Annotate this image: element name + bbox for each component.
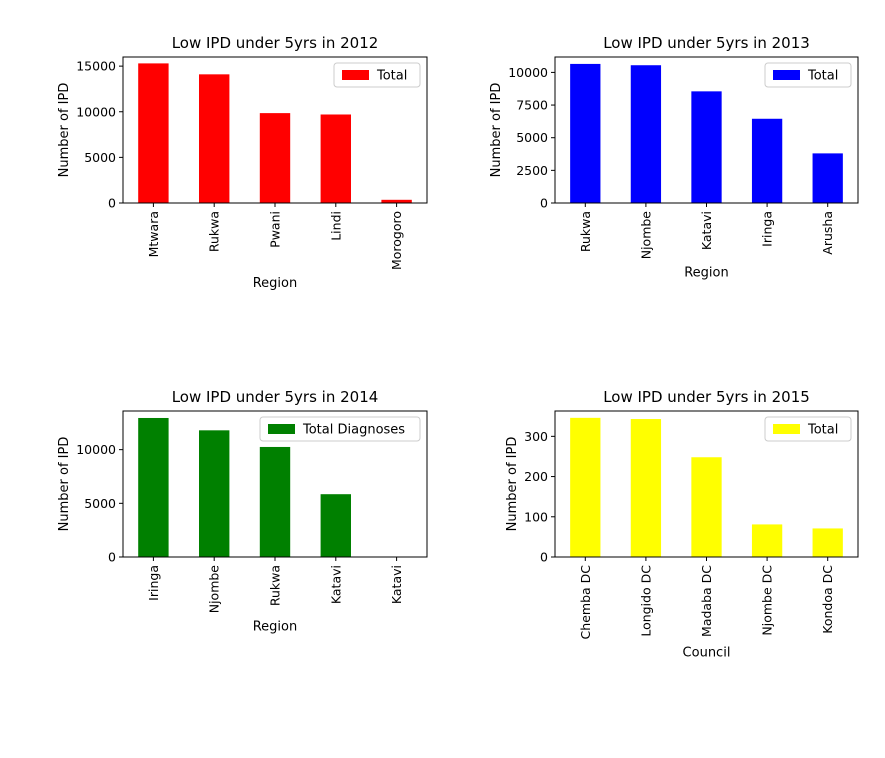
bar-rukwa (570, 63, 601, 203)
chart-2: 0 2500 5000 7500 10000 Rukwa Njombe Katavi Iring… (489, 34, 859, 280)
y-tick-label: 100 (524, 509, 548, 524)
legend-label: Total (807, 423, 838, 438)
legend: Total (764, 62, 852, 88)
x-tick-label: Njombe (207, 565, 222, 614)
legend-box (764, 62, 852, 88)
legend-label: Total (807, 69, 838, 84)
bar-morogoro (381, 199, 412, 203)
y-tick-label: 2500 (516, 163, 548, 178)
x-tick-label: Lindi (328, 211, 343, 241)
x-axis-label: Region (253, 276, 298, 291)
bar-chemba-dc (570, 417, 601, 557)
y-tick-label: 10000 (508, 65, 548, 80)
x-tick-label: Rukwa (268, 565, 283, 606)
x-tick-label: Katavi (328, 565, 343, 604)
bar-mtwara (138, 63, 169, 203)
x-tick-label: Iringa (760, 211, 775, 247)
bar-arusha (812, 153, 843, 203)
y-tick-label: 0 (108, 196, 116, 211)
bar-kondoa-dc (812, 528, 843, 557)
y-tick-label: 15000 (76, 59, 116, 74)
legend-swatch (773, 70, 800, 80)
x-tick-label: Rukwa (578, 211, 593, 252)
x-tick-label: Longido DC (638, 565, 653, 637)
bar-njombe (199, 430, 230, 557)
bar-pwani (259, 113, 291, 203)
legend-swatch (773, 424, 800, 434)
y-axis-label: Number of IPD (57, 83, 72, 178)
legend-box (333, 62, 421, 88)
bar-rukwa (259, 446, 291, 557)
chart-title: Low IPD under 5yrs in 2015 (603, 388, 810, 406)
chart-3: 0 5000 10000 Iringa Njombe Rukwa Katavi Katavi L… (57, 388, 428, 634)
y-tick-label: 0 (540, 196, 548, 211)
legend-label: Total (376, 69, 407, 84)
y-axis-label: Number of IPD (57, 437, 72, 532)
chart-1: 0 5000 10000 15000 Mtwara Rukwa Pwani Lindi Moro… (57, 34, 428, 291)
x-tick-label: Mtwara (146, 211, 161, 257)
x-tick-label: Kondoa DC (820, 565, 835, 634)
x-axis-label: Council (683, 645, 731, 660)
x-tick-label: Morogoro (389, 211, 404, 270)
x-tick-label: Chemba DC (578, 565, 593, 640)
bar-iringa (138, 417, 169, 557)
legend-swatch (268, 424, 295, 434)
x-tick-label: Iringa (146, 565, 161, 601)
chart-title: Low IPD under 5yrs in 2012 (172, 34, 379, 52)
bar-njombe-dc (751, 524, 783, 557)
legend: Total (764, 416, 852, 442)
legend: Total (333, 62, 421, 88)
legend-swatch (342, 70, 369, 80)
chart-title: Low IPD under 5yrs in 2013 (603, 34, 810, 52)
y-axis-label: Number of IPD (505, 437, 520, 532)
y-tick-label: 5000 (84, 150, 116, 165)
y-axis-label: Number of IPD (489, 83, 504, 178)
y-tick-label: 0 (540, 550, 548, 565)
x-tick-label: Katavi (699, 211, 714, 250)
y-tick-label: 5000 (84, 496, 116, 511)
x-axis-label: Region (684, 265, 729, 280)
legend: Total Diagnoses (259, 416, 421, 442)
y-tick-label: 10000 (76, 104, 116, 119)
x-tick-label: Pwani (268, 211, 283, 248)
x-tick-label: Arusha (820, 211, 835, 255)
bar-madaba-dc (691, 457, 722, 557)
chart-4: 0 100 200 300 Chemba DC Longido DC Madaba DC Nj… (505, 388, 859, 660)
x-tick-label: Katavi (389, 565, 404, 604)
legend-box (764, 416, 852, 442)
y-tick-label: 5000 (516, 130, 548, 145)
bar-katavi (691, 91, 722, 203)
bar-lindi (320, 114, 351, 203)
x-tick-label: Madaba DC (699, 565, 714, 637)
legend-label: Total Diagnoses (302, 423, 405, 438)
x-axis-label: Region (253, 619, 298, 634)
bar-longido-dc (630, 419, 662, 557)
x-tick-label: Rukwa (207, 211, 222, 252)
x-tick-label: Njombe DC (760, 565, 775, 636)
x-tick-label: Njombe (638, 211, 653, 260)
y-tick-label: 300 (524, 429, 548, 444)
y-tick-label: 200 (524, 469, 548, 484)
legend-box (259, 416, 421, 442)
bar-katavi (320, 494, 351, 557)
y-tick-label: 7500 (516, 98, 548, 113)
y-tick-label: 0 (108, 550, 116, 565)
chart-title: Low IPD under 5yrs in 2014 (172, 388, 379, 406)
bar-rukwa (199, 74, 230, 203)
y-tick-label: 10000 (76, 442, 116, 457)
bar-njombe (630, 65, 662, 203)
bar-iringa (751, 118, 783, 203)
